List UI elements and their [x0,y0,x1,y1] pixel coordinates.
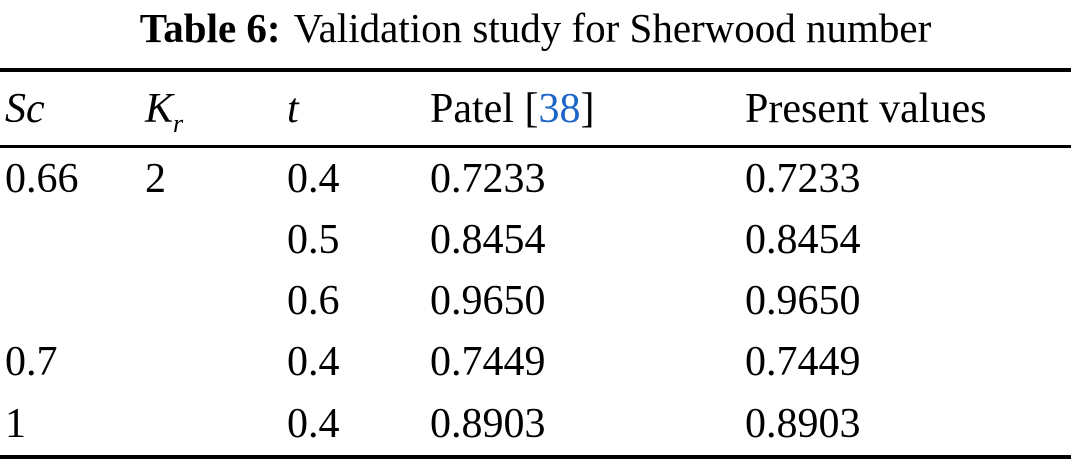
table-caption-label: Table 6: [139,5,281,51]
cell-kr [140,331,282,392]
cell-kr [140,270,282,331]
cell-kr [140,209,282,270]
cell-present: 0.7233 [745,155,861,202]
col-header-kr: Kr [140,68,282,148]
table-row: 0.5 0.8454 0.8454 [0,209,1071,270]
cell-patel: 0.7449 [430,338,546,385]
cell-sc [0,270,140,331]
cell-patel: 0.9650 [430,277,546,324]
cell-t: 0.4 [282,392,425,459]
col-header-sc: Sc [0,68,140,148]
table-caption: Table 6: Validation study for Sherwood nu… [0,0,1071,53]
cell-t: 0.6 [287,277,340,324]
cell-sc: 1 [0,392,140,459]
table-row: 0.6 0.9650 0.9650 [0,270,1071,331]
cell-present: 0.9650 [745,277,861,324]
table-row: 0.7 0.4 0.7449 0.7449 [0,331,1071,392]
citation-link-38[interactable]: 38 [538,85,581,132]
cell-t: 0.5 [287,216,340,263]
cell-patel: 0.8903 [425,392,740,459]
cell-patel: 0.7233 [430,155,546,202]
cell-sc: 0.66 [5,155,79,202]
table-header-row: Sc Kr t Patel [38] Present values [0,68,1071,148]
cell-present: 0.8454 [745,216,861,263]
cell-present: 0.7449 [745,338,861,385]
patel-label-prefix: Patel [ [430,85,539,132]
cell-sc: 0.7 [5,338,58,385]
patel-label-suffix: ] [580,85,595,132]
t-symbol: t [287,85,299,132]
cell-patel: 0.8454 [430,216,546,263]
col-header-present: Present values [740,68,1071,148]
table-row: 0.66 2 0.4 0.7233 0.7233 [0,147,1071,210]
cell-kr [140,392,282,459]
sc-symbol: Sc [5,85,45,132]
kr-subscript: r [173,108,184,138]
kr-symbol: K [145,85,174,132]
col-header-t: t [282,68,425,148]
table-row: 1 0.4 0.8903 0.8903 [0,392,1071,459]
validation-table: Sc Kr t Patel [38] Present values 0.66 2… [0,68,1071,459]
table-caption-text: Validation study for Sherwood number [293,5,932,51]
cell-t: 0.4 [287,155,340,202]
cell-present: 0.8903 [740,392,1071,459]
cell-t: 0.4 [287,338,340,385]
cell-kr: 2 [145,155,166,202]
col-header-patel: Patel [38] [425,68,740,148]
cell-sc [0,209,140,270]
